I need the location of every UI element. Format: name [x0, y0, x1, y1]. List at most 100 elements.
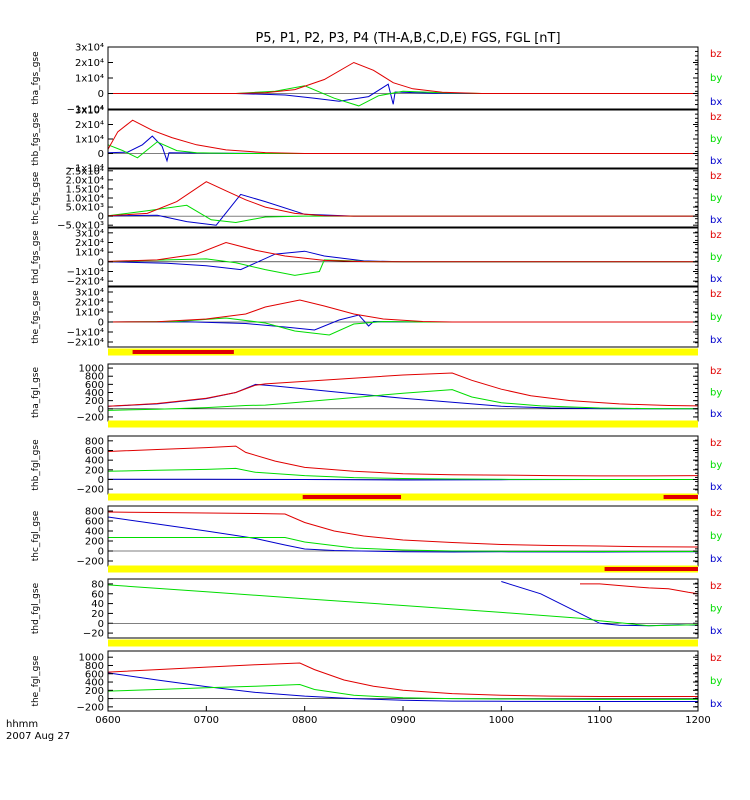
y-tick-label: 600	[85, 669, 104, 680]
series-line-bz	[108, 61, 698, 94]
x-tick-label: 0600	[95, 715, 120, 726]
legend-label-by: by	[710, 604, 722, 615]
legend-label-bx: bx	[710, 156, 722, 167]
y-tick-label: 600	[85, 446, 104, 457]
y-tick-label: 2.5x10⁴	[65, 166, 104, 177]
y-axis-label: the_fgs_gse	[31, 290, 41, 344]
legend-label-bz: bz	[710, 653, 722, 664]
legend-label-bx: bx	[710, 554, 722, 565]
y-axis-label: thc_fgl_gse	[31, 510, 41, 561]
panel-frame	[107, 227, 699, 287]
series-line-bx	[107, 193, 698, 226]
y-tick-label: −200	[77, 412, 104, 423]
y-axis-label: tha_fgl_gse	[31, 367, 41, 419]
legend-label-bx: bx	[710, 699, 722, 710]
legend-label-by: by	[710, 676, 722, 687]
series-line-bz	[107, 662, 698, 697]
y-tick-label: 2x10⁴	[75, 120, 104, 131]
y-axis-label: thb_fgs_gse	[31, 112, 41, 166]
y-tick-label: −2x10⁴	[67, 277, 104, 288]
x-axis: 0600 0700 0800 0900 1000 1100 1200	[95, 706, 711, 726]
y-axis-label: thc_fgs_gse	[31, 171, 41, 224]
series-line-bx	[501, 581, 699, 627]
legend-label-by: by	[710, 252, 722, 263]
x-tick-label: 1200	[685, 715, 710, 726]
y-tick-label: 800	[85, 372, 104, 383]
y-tick-label: −2x10⁴	[67, 338, 104, 349]
series-line-by	[107, 584, 699, 627]
y-tick-label: −1x10⁴	[67, 105, 104, 116]
y-tick-label: 1x10⁴	[75, 74, 104, 85]
y-tick-label: 200	[85, 396, 104, 407]
y-tick-label: −200	[77, 702, 104, 713]
panel-frame	[107, 286, 699, 348]
y-tick-label: 200	[85, 465, 104, 476]
y-tick-label: −5.0x10³	[57, 221, 104, 232]
chart-title: P5, P1, P2, P3, P4 (TH-A,B,C,D,E) FGS, F…	[255, 31, 560, 46]
y-tick-label: 400	[85, 678, 104, 689]
y-tick-label: −1x10⁴	[67, 267, 104, 278]
y-tick-label: 2x10⁴	[75, 238, 104, 249]
legend-label-by: by	[710, 460, 722, 471]
quality-flag-bad-segment	[302, 495, 402, 499]
legend-label-bx: bx	[710, 97, 722, 108]
y-tick-label: 20	[91, 609, 104, 620]
x-tick-label: 0900	[390, 715, 415, 726]
quality-flag-bad-segment	[663, 495, 698, 499]
legend-label-by: by	[710, 134, 722, 145]
y-tick-label: −1x10⁴	[67, 328, 104, 339]
legend-label-bz: bz	[710, 508, 722, 519]
panel-thc_fgs_gse: 2.5x10⁴2.0x10⁴1.5x10⁴1.0x10⁴5.0x10³0−5.0…	[31, 166, 722, 231]
series-line-bz	[107, 511, 699, 548]
y-tick-label: 3x10⁴	[75, 288, 104, 299]
y-tick-label: 0	[98, 318, 104, 329]
y-tick-label: 200	[85, 686, 104, 697]
legend-label-bz: bz	[710, 49, 722, 60]
x-tick-label: 0800	[292, 715, 317, 726]
legend-label-bz: bz	[710, 581, 722, 592]
legend-label-bz: bz	[710, 230, 722, 241]
y-tick-label: 0	[98, 89, 104, 100]
series-line-bz	[580, 583, 699, 595]
series-line-bz	[107, 181, 698, 217]
y-axis-label: thd_fgs_gse	[31, 230, 41, 284]
panel-frame	[107, 168, 699, 228]
legend-label-bx: bx	[710, 274, 722, 285]
panel-frame	[107, 435, 699, 495]
quality-flag-bar	[108, 639, 698, 647]
y-axis-label: tha_fgs_gse	[31, 51, 41, 105]
quality-flag-bad-segment	[132, 350, 234, 354]
series-line-by	[107, 204, 698, 224]
y-tick-label: 1000	[79, 653, 104, 664]
y-tick-label: −1x10⁴	[67, 164, 104, 175]
quality-flag-bar	[108, 420, 698, 428]
y-tick-label: 400	[85, 456, 104, 467]
y-tick-label: 0	[98, 694, 104, 705]
series-line-bx	[107, 672, 698, 702]
y-tick-label: 600	[85, 380, 104, 391]
y-tick-label: −20	[83, 629, 104, 640]
y-tick-label: 2x10⁴	[75, 298, 104, 309]
legend-label-by: by	[710, 73, 722, 84]
legend-label-bx: bx	[710, 335, 722, 346]
y-axis-label: thd_fgl_gse	[31, 582, 41, 634]
footer-time-label: hhmm	[6, 719, 38, 730]
series-line-by	[107, 467, 698, 480]
legend-label-bx: bx	[710, 215, 722, 226]
y-tick-label: 80	[91, 579, 104, 590]
panel-frame	[107, 109, 699, 169]
series-line-bz	[107, 445, 699, 477]
legend-label-bx: bx	[710, 409, 722, 420]
legend-label-bz: bz	[710, 366, 722, 377]
y-tick-label: 200	[85, 537, 104, 548]
series-line-bz	[107, 299, 698, 323]
y-tick-label: 3x10⁴	[75, 106, 104, 117]
panel-frame	[107, 578, 699, 639]
legend-label-bz: bz	[710, 112, 722, 123]
